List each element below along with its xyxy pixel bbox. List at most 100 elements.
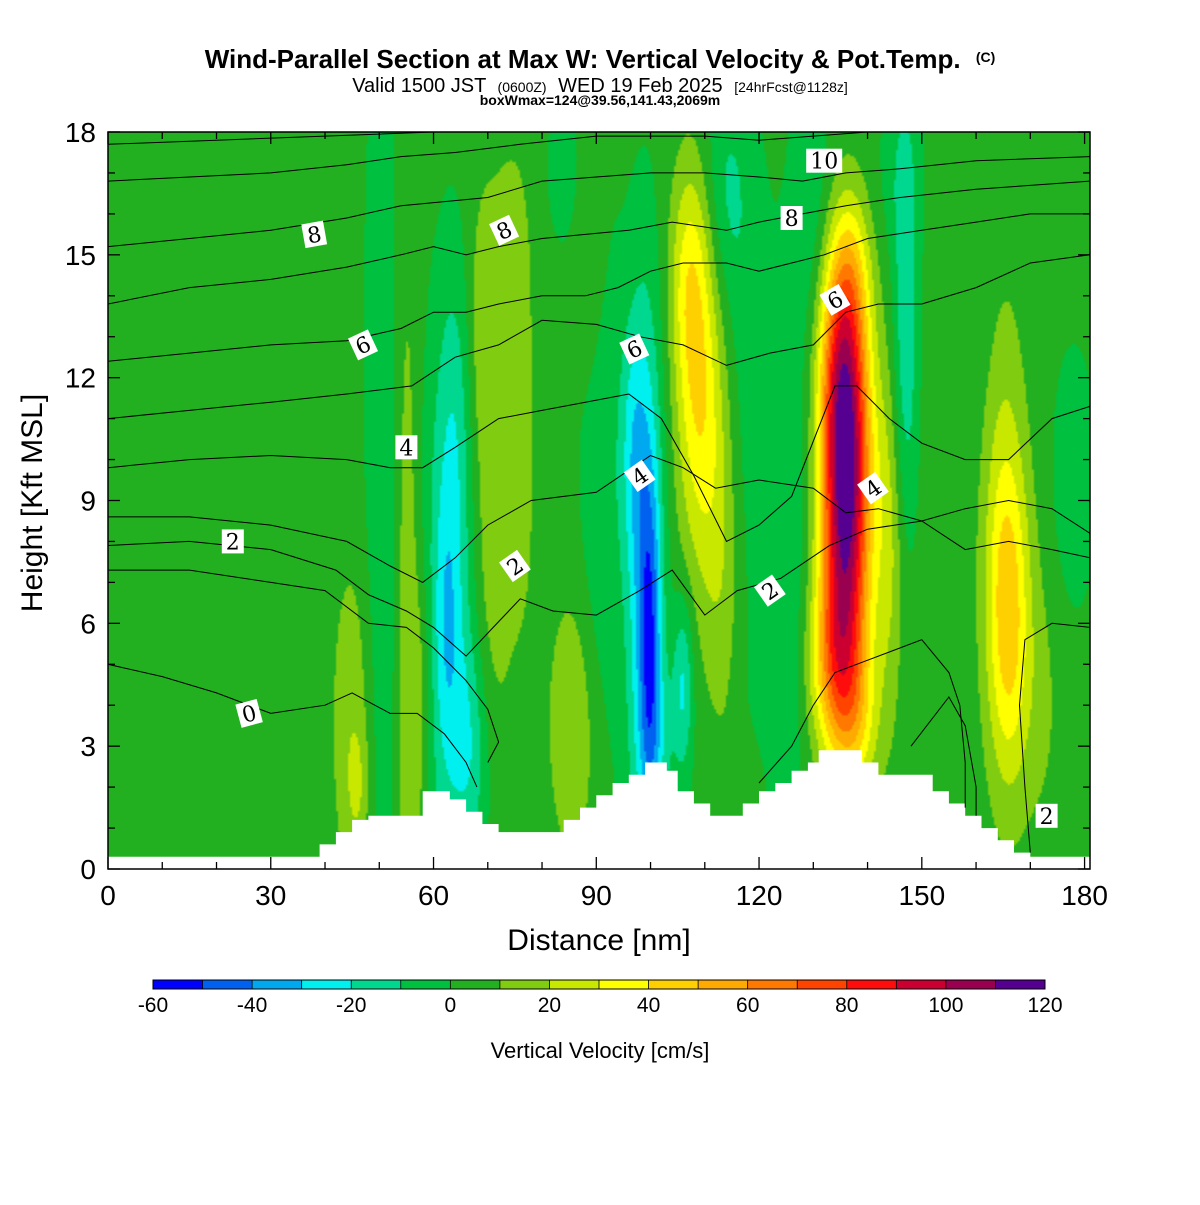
theta-contour-line: [108, 385, 1090, 543]
theta-contour-line: [108, 454, 1090, 583]
colorbar-swatch: [549, 980, 600, 989]
colorbar-tick-label: -60: [138, 994, 168, 1017]
theta-contour-line: [108, 254, 1090, 420]
y-axis: 0 3 6 9 12 15 18: [65, 117, 1090, 885]
y-tick-label: 18: [65, 117, 96, 148]
valid-prefix: Valid 1500 JST: [352, 75, 486, 97]
colorbar-swatch: [648, 980, 699, 989]
theta-contour-line: [108, 569, 500, 763]
contour-label-box: [857, 472, 889, 505]
x-tick-label: 150: [898, 880, 945, 911]
contour-label: 0: [235, 698, 263, 729]
contour-label-box: [623, 459, 656, 493]
colorbar-swatch: [599, 980, 649, 989]
theta-contour-line: [910, 696, 977, 816]
contour-label-text: 4: [399, 436, 413, 461]
colorbar-swatch: [400, 980, 451, 989]
colorbar-swatch: [945, 980, 996, 989]
colorbar-tick-label: 60: [736, 994, 759, 1017]
y-tick-label: 12: [65, 363, 96, 394]
contour-label-box: [499, 549, 531, 583]
contour-label: 8: [301, 220, 328, 249]
x-tick-label: 60: [418, 880, 449, 911]
colorbar-tick-label: -40: [237, 994, 267, 1017]
contour-label-box: [347, 329, 379, 361]
contour-label-box: [395, 435, 418, 460]
theta-contour-line: [108, 180, 1090, 305]
colorbar-swatch: [797, 980, 848, 989]
colorbar-swatch: [351, 980, 402, 989]
theta-contour-line: [758, 639, 966, 808]
colorbar-tick-label: 40: [637, 994, 660, 1017]
colorbar-swatch: [499, 980, 550, 989]
chart-subtitle: Valid 1500 JST (0600Z) WED 19 Feb 2025 […: [352, 75, 848, 97]
contour-label-box: [806, 148, 843, 173]
contour-label: 4: [395, 435, 418, 461]
box-info: boxWmax=124@39.56,141.43,2069m: [480, 92, 721, 108]
colorbar-tick-label: 80: [835, 994, 858, 1017]
contour-label: 6: [619, 333, 650, 365]
y-axis-title: Height [Kft MSL]: [16, 394, 49, 612]
x-tick-label: 0: [100, 880, 116, 911]
y-tick-label: 15: [65, 240, 96, 271]
chart-title-main: Wind-Parallel Section at Max W: Vertical…: [205, 44, 961, 74]
terrain-profile: [108, 750, 1090, 869]
contour-label: 8: [489, 214, 520, 246]
contour-label-box: [1035, 803, 1058, 828]
colorbar: -60 -40 -20 0 20 40 60 80 100 120: [138, 979, 1063, 1017]
contour-label-text: 10: [810, 150, 838, 175]
colorbar-tick-label: 120: [1027, 994, 1062, 1017]
colorbar-frame: [152, 979, 1046, 990]
x-tick-label: 120: [736, 880, 783, 911]
colorbar-swatch: [698, 980, 749, 989]
contour-label-box: [754, 574, 786, 607]
contour-label-text: 2: [226, 530, 240, 555]
theta-contours: [108, 132, 1090, 853]
colorbar-tick-label: -20: [336, 994, 366, 1017]
x-axis-title: Distance [nm]: [507, 924, 690, 957]
contour-label: 2: [221, 529, 244, 555]
contour-label-box: [619, 333, 650, 365]
x-tick-label: 90: [581, 880, 612, 911]
contour-label: 10: [806, 148, 843, 175]
colorbar-title: Vertical Velocity [cm/s]: [491, 1038, 710, 1063]
theta-contour-line: [108, 663, 478, 788]
contour-label: 8: [780, 206, 803, 232]
colorbar-swatch: [995, 980, 1046, 989]
y-tick-label: 9: [80, 486, 96, 517]
contour-label: 2: [1035, 803, 1058, 830]
colorbar-swatch: [896, 980, 947, 989]
contour-label-box: [301, 220, 328, 249]
contour-label-text: 8: [305, 222, 323, 249]
contour-label-box: [221, 529, 244, 554]
x-axis: 0 30 60 90 120 150 180: [100, 132, 1108, 911]
contour-label-text: 0: [239, 701, 259, 729]
colorbar-swatch: [747, 980, 798, 989]
contour-label-box: [780, 206, 803, 230]
y-tick-label: 0: [80, 854, 96, 885]
colorbar-swatch: [846, 980, 897, 989]
colorbar-swatch: [450, 980, 501, 989]
theta-contour-line: [108, 520, 1090, 657]
contour-label-box: [489, 214, 520, 246]
y-tick-label: 3: [80, 731, 96, 762]
x-tick-label: 180: [1061, 880, 1108, 911]
colorbar-tick-label: 0: [444, 994, 456, 1017]
x-tick-label: 30: [255, 880, 286, 911]
colorbar-swatch: [202, 980, 253, 989]
vertical-velocity-field: [108, 132, 1090, 869]
colorbar-tick-label: 20: [538, 994, 561, 1017]
contour-label: 6: [347, 329, 379, 361]
colorbar-tick-label: 100: [928, 994, 963, 1017]
colorbar-swatch: [301, 980, 352, 989]
contour-label-box: [235, 698, 263, 728]
contour-label-text: 2: [1040, 805, 1054, 830]
theta-contour-line: [108, 213, 1090, 362]
theta-contour-line: [1018, 622, 1090, 853]
contour-label-text: 8: [785, 207, 799, 232]
valid-fcst: [24hrFcst@1128z]: [734, 79, 848, 95]
chart-title: Wind-Parallel Section at Max W: Vertical…: [205, 44, 996, 74]
